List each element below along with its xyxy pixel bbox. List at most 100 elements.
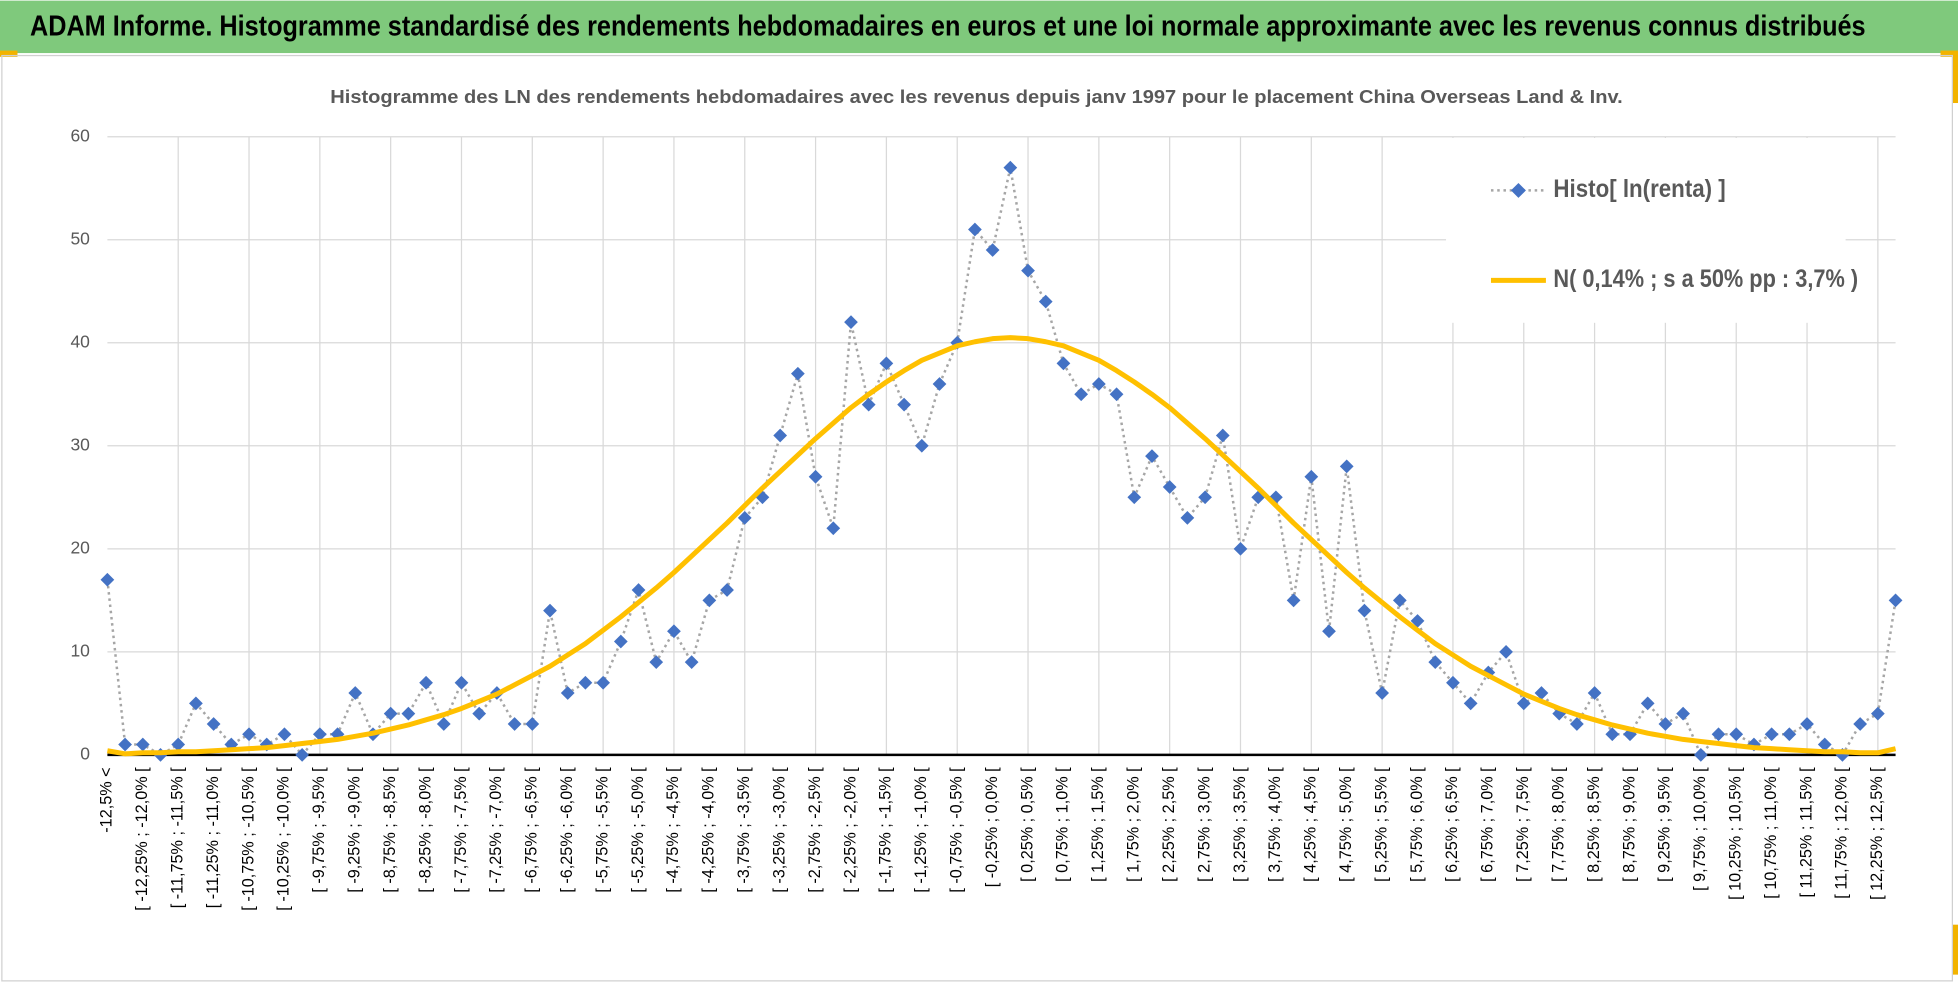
diamond-marker — [419, 675, 433, 690]
legend: Histo[ ln(renta) ] N( 0,14% ; s a 50% pp … — [1446, 137, 1858, 323]
x-tick-label: [ 11,75% ; 12,0% [ — [1833, 767, 1851, 899]
y-tick-label: 0 — [80, 743, 90, 763]
diamond-marker — [737, 511, 752, 525]
diamond-marker — [1800, 717, 1814, 731]
x-tick-label: [ -2,25% ; -2,0% [ — [841, 767, 859, 893]
x-tick-label: [ -5,75% ; -5,5% [ — [593, 767, 611, 893]
diamond-marker — [1109, 387, 1124, 402]
x-tick-label: [ 5,75% ; 6,0% [ — [1408, 767, 1426, 882]
diamond-marker — [242, 727, 256, 742]
x-tick-label: [ -1,75% ; -1,5% [ — [877, 767, 895, 893]
x-tick-label: [ 0,75% ; 1,0% [ — [1054, 767, 1072, 882]
y-tick-label: 30 — [70, 434, 90, 454]
diamond-marker — [1322, 624, 1336, 639]
diamond-marker — [1729, 727, 1744, 742]
x-tick-label: -12,5% < — [98, 767, 116, 832]
diamond-marker — [1038, 294, 1053, 309]
diamond-marker — [312, 727, 327, 742]
x-tick-label: [ 8,25% ; 8,5% [ — [1585, 767, 1603, 882]
x-tick-label: [ -7,75% ; -7,5% [ — [452, 767, 470, 893]
grid: 0 10 20 30 40 50 60 -12,5% < [ -12,25% ; -12,0% … — [70, 125, 1896, 911]
diamond-marker — [826, 521, 841, 536]
diamond-marker — [295, 747, 310, 762]
x-tick-label: [ 12,25% ; 12,5% [ — [1868, 767, 1886, 900]
x-tick-label: [ 4,25% ; 4,5% [ — [1302, 767, 1320, 882]
diamond-marker — [1339, 459, 1354, 474]
x-tick-label: [ -6,75% ; -6,5% [ — [523, 767, 541, 893]
x-tick-label: [ 5,25% ; 5,5% [ — [1372, 767, 1390, 882]
x-tick-label: [ -11,75% ; -11,5% [ — [168, 767, 186, 908]
diamond-marker — [596, 675, 610, 690]
diamond-marker — [773, 428, 788, 443]
legend-marker — [1510, 182, 1526, 198]
diamond-marker — [436, 717, 451, 731]
x-tick-label: [ 1,75% ; 2,0% [ — [1125, 767, 1143, 882]
x-tick-label: [ -4,25% ; -4,0% [ — [700, 767, 718, 893]
x-tick-label: [ -5,25% ; -5,0% [ — [629, 767, 647, 893]
diamond-marker — [1516, 696, 1531, 711]
x-tick-label: [ -11,25% ; -11,0% [ — [204, 767, 222, 908]
y-tick-label: 50 — [70, 228, 90, 248]
diamond-marker — [861, 397, 876, 412]
series-curve — [106, 335, 1897, 757]
diamond-marker — [277, 727, 292, 742]
diamond-marker — [1304, 469, 1319, 484]
diamond-marker — [1853, 717, 1868, 731]
diamond-marker — [914, 438, 929, 453]
diamond-marker — [1198, 490, 1212, 505]
corner — [1940, 50, 1958, 57]
x-tick-label: [ -8,25% ; -8,0% [ — [416, 767, 434, 893]
x-tick-label: [ 4,75% ; 5,0% [ — [1337, 767, 1355, 882]
frame — [1, 54, 1954, 982]
x-tick-label: [ -3,75% ; -3,5% [ — [735, 767, 753, 893]
x-tick-label: [ 1,25% ; 1,5% [ — [1089, 767, 1107, 882]
diamond-marker — [1215, 428, 1230, 443]
diamond-marker — [1658, 717, 1673, 731]
corner — [0, 50, 18, 57]
diamond-marker — [1463, 696, 1478, 711]
legend-label: N( 0,14% ; s a 50% pp : 3,7% ) — [1553, 265, 1858, 293]
diamond-marker — [1145, 449, 1159, 463]
x-tick-label: [ -12,25% ; -12,0% [ — [133, 767, 151, 911]
x-tick-label: [ 0,25% ; 0,5% [ — [1018, 767, 1036, 882]
x-tick-label: [ 2,25% ; 2,5% [ — [1160, 767, 1178, 882]
x-tick-label: [ -9,75% ; -9,5% [ — [310, 767, 328, 893]
y-tick-label: 60 — [70, 125, 90, 145]
diamond-marker — [932, 377, 947, 391]
corner — [1953, 924, 1958, 975]
title-bar — [0, 0, 1958, 54]
x-tick-label: [ -0,25% ; 0,0% [ — [983, 767, 1001, 887]
diamond-marker — [897, 397, 911, 412]
y-tick-label: 20 — [70, 537, 90, 557]
y-tick-label: 10 — [70, 640, 90, 660]
diamond-marker — [507, 717, 522, 731]
x-tick-label: [ 9,75% ; 10,0% [ — [1691, 767, 1709, 891]
diamond-marker — [189, 696, 203, 711]
diamond-marker — [454, 675, 469, 690]
diamond-marker — [206, 717, 221, 731]
diamond-marker — [631, 583, 646, 597]
x-tick-label: [ 6,25% ; 6,5% [ — [1443, 767, 1461, 882]
diamond-marker — [1764, 727, 1779, 742]
page-title: ADAM Informe. Histogramme standardisé de… — [30, 11, 1866, 43]
diamond-marker — [578, 675, 593, 690]
x-tick-label: [ 3,75% ; 4,0% [ — [1266, 767, 1284, 882]
diamond-marker — [1570, 717, 1584, 731]
x-tick-label: [ 8,75% ; 9,0% [ — [1620, 767, 1638, 882]
diamond-marker — [791, 366, 805, 381]
diamond-marker — [985, 243, 1000, 257]
diamond-marker — [1410, 614, 1425, 628]
x-tick-label: [ -6,25% ; -6,0% [ — [558, 767, 576, 893]
y-tick-label: 40 — [70, 331, 90, 351]
diamond-marker — [1446, 675, 1460, 690]
x-tick-label: [ 10,75% ; 11,0% [ — [1762, 767, 1780, 899]
diamond-marker — [879, 356, 894, 371]
x-tick-label: [ -10,25% ; -10,0% [ — [275, 767, 293, 911]
x-tick-label: [ 7,25% ; 7,5% [ — [1514, 767, 1532, 882]
x-tick-label: [ -0,75% ; -0,5% [ — [947, 767, 965, 893]
x-tick-label: [ 7,75% ; 8,0% [ — [1549, 767, 1567, 882]
x-tick-label: [ -1,25% ; -1,0% [ — [912, 767, 930, 893]
diamond-marker — [1640, 696, 1655, 711]
x-tick-label: [ 6,75% ; 7,0% [ — [1479, 767, 1497, 882]
